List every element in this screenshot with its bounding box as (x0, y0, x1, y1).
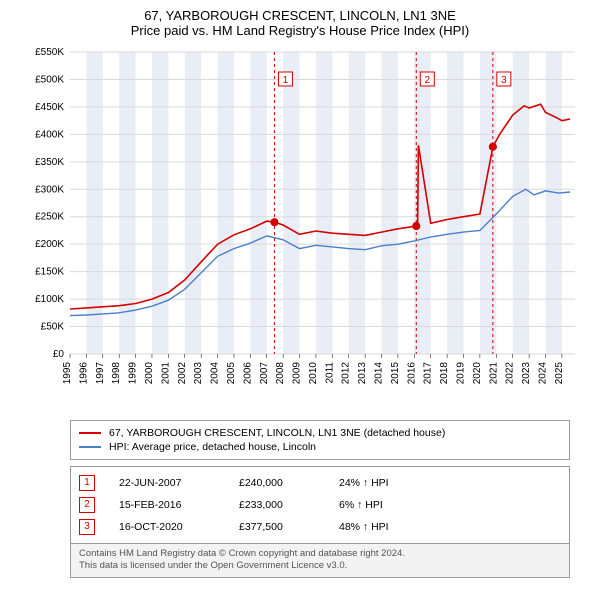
year-band (382, 52, 398, 354)
event-price: £377,500 (239, 521, 339, 533)
event-number: 1 (79, 475, 95, 491)
x-tick-label: 1999 (128, 362, 139, 385)
x-tick-label: 2016 (406, 362, 417, 385)
x-tick-label: 2017 (423, 362, 434, 385)
x-tick-label: 2007 (259, 362, 270, 385)
event-price: £233,000 (239, 499, 339, 511)
year-band (545, 52, 561, 354)
y-tick-label: £550K (35, 47, 64, 58)
x-tick-label: 2006 (242, 362, 253, 385)
event-row: 1 22-JUN-2007£240,00024% ↑ HPI (79, 472, 561, 494)
x-tick-label: 2018 (439, 362, 450, 385)
event-marker-dot (489, 143, 497, 151)
x-tick-label: 2000 (144, 362, 155, 385)
year-band (349, 52, 365, 354)
event-marker-dot (270, 218, 278, 226)
price-chart: £0 £50K £100K £150K £200K £250K £300K £350K £400… (10, 44, 590, 414)
x-tick-label: 2012 (341, 362, 352, 385)
x-tick-label: 2014 (374, 362, 385, 385)
x-tick-label: 2019 (456, 362, 467, 385)
event-delta: 24% ↑ HPI (339, 477, 561, 489)
event-delta: 6% ↑ HPI (339, 499, 561, 511)
x-tick-label: 2025 (554, 362, 565, 385)
x-tick-label: 2002 (177, 362, 188, 385)
x-tick-label: 2015 (390, 362, 401, 385)
x-tick-label: 2010 (308, 362, 319, 385)
y-tick-label: £0 (53, 349, 65, 360)
x-tick-label: 2020 (472, 362, 483, 385)
footer-line: Contains HM Land Registry data © Crown c… (79, 548, 561, 560)
y-tick-label: £250K (35, 212, 64, 223)
events-panel: 1 22-JUN-2007£240,00024% ↑ HPI 2 15-FEB-201… (70, 466, 570, 544)
page-title: 67, YARBOROUGH CRESCENT, LINCOLN, LN1 3N… (10, 8, 590, 23)
footer-line: This data is licensed under the Open Gov… (79, 560, 561, 572)
x-tick-label: 2004 (210, 362, 221, 385)
event-number: 2 (79, 497, 95, 513)
x-tick-label: 1995 (62, 362, 73, 385)
event-row: 2 15-FEB-2016£233,0006% ↑ HPI (79, 494, 561, 516)
year-band (250, 52, 266, 354)
x-tick-label: 2003 (193, 362, 204, 385)
year-band (185, 52, 201, 354)
x-tick-label: 2022 (505, 362, 516, 385)
x-tick-label: 1998 (111, 362, 122, 385)
attribution-footer: Contains HM Land Registry data © Crown c… (70, 544, 570, 578)
legend-label: 67, YARBOROUGH CRESCENT, LINCOLN, LN1 3N… (109, 427, 445, 439)
legend-item: 67, YARBOROUGH CRESCENT, LINCOLN, LN1 3N… (79, 426, 561, 440)
legend-label: HPI: Average price, detached house, Linc… (109, 441, 316, 453)
y-tick-label: £400K (35, 129, 64, 140)
y-tick-label: £100K (35, 294, 64, 305)
year-band (316, 52, 332, 354)
year-band (513, 52, 529, 354)
event-delta: 48% ↑ HPI (339, 521, 561, 533)
y-tick-label: £200K (35, 239, 64, 250)
event-date: 22-JUN-2007 (119, 477, 239, 489)
x-tick-label: 1997 (95, 362, 106, 385)
x-tick-label: 2008 (275, 362, 286, 385)
x-tick-label: 2009 (292, 362, 303, 385)
year-band (283, 52, 299, 354)
event-marker-number: 1 (283, 75, 289, 86)
event-marker-number: 2 (425, 75, 431, 86)
y-tick-label: £150K (35, 267, 64, 278)
header: 67, YARBOROUGH CRESCENT, LINCOLN, LN1 3N… (10, 8, 590, 38)
y-tick-label: £350K (35, 157, 64, 168)
year-band (86, 52, 102, 354)
x-tick-label: 1996 (78, 362, 89, 385)
x-tick-label: 2001 (160, 362, 171, 385)
year-band (152, 52, 168, 354)
event-row: 3 16-OCT-2020£377,50048% ↑ HPI (79, 516, 561, 538)
event-marker-dot (412, 222, 420, 230)
y-tick-label: £50K (41, 322, 65, 333)
legend: 67, YARBOROUGH CRESCENT, LINCOLN, LN1 3N… (70, 420, 570, 460)
legend-swatch (79, 432, 101, 434)
event-marker-number: 3 (501, 75, 507, 86)
x-tick-label: 2021 (488, 362, 499, 385)
y-tick-label: £500K (35, 74, 64, 85)
year-band (218, 52, 234, 354)
x-tick-label: 2023 (521, 362, 532, 385)
x-tick-label: 2011 (324, 362, 335, 384)
legend-swatch (79, 446, 101, 448)
chart-canvas: £0 £50K £100K £150K £200K £250K £300K £350K £400… (10, 44, 590, 414)
year-band (119, 52, 135, 354)
x-tick-label: 2005 (226, 362, 237, 385)
page-subtitle: Price paid vs. HM Land Registry's House … (10, 23, 590, 38)
legend-item: HPI: Average price, detached house, Linc… (79, 440, 561, 454)
event-price: £240,000 (239, 477, 339, 489)
x-tick-label: 2013 (357, 362, 368, 385)
y-tick-label: £450K (35, 102, 64, 113)
event-date: 16-OCT-2020 (119, 521, 239, 533)
year-band (447, 52, 463, 354)
event-number: 3 (79, 519, 95, 535)
event-date: 15-FEB-2016 (119, 499, 239, 511)
y-tick-label: £300K (35, 184, 64, 195)
x-tick-label: 2024 (537, 362, 548, 385)
